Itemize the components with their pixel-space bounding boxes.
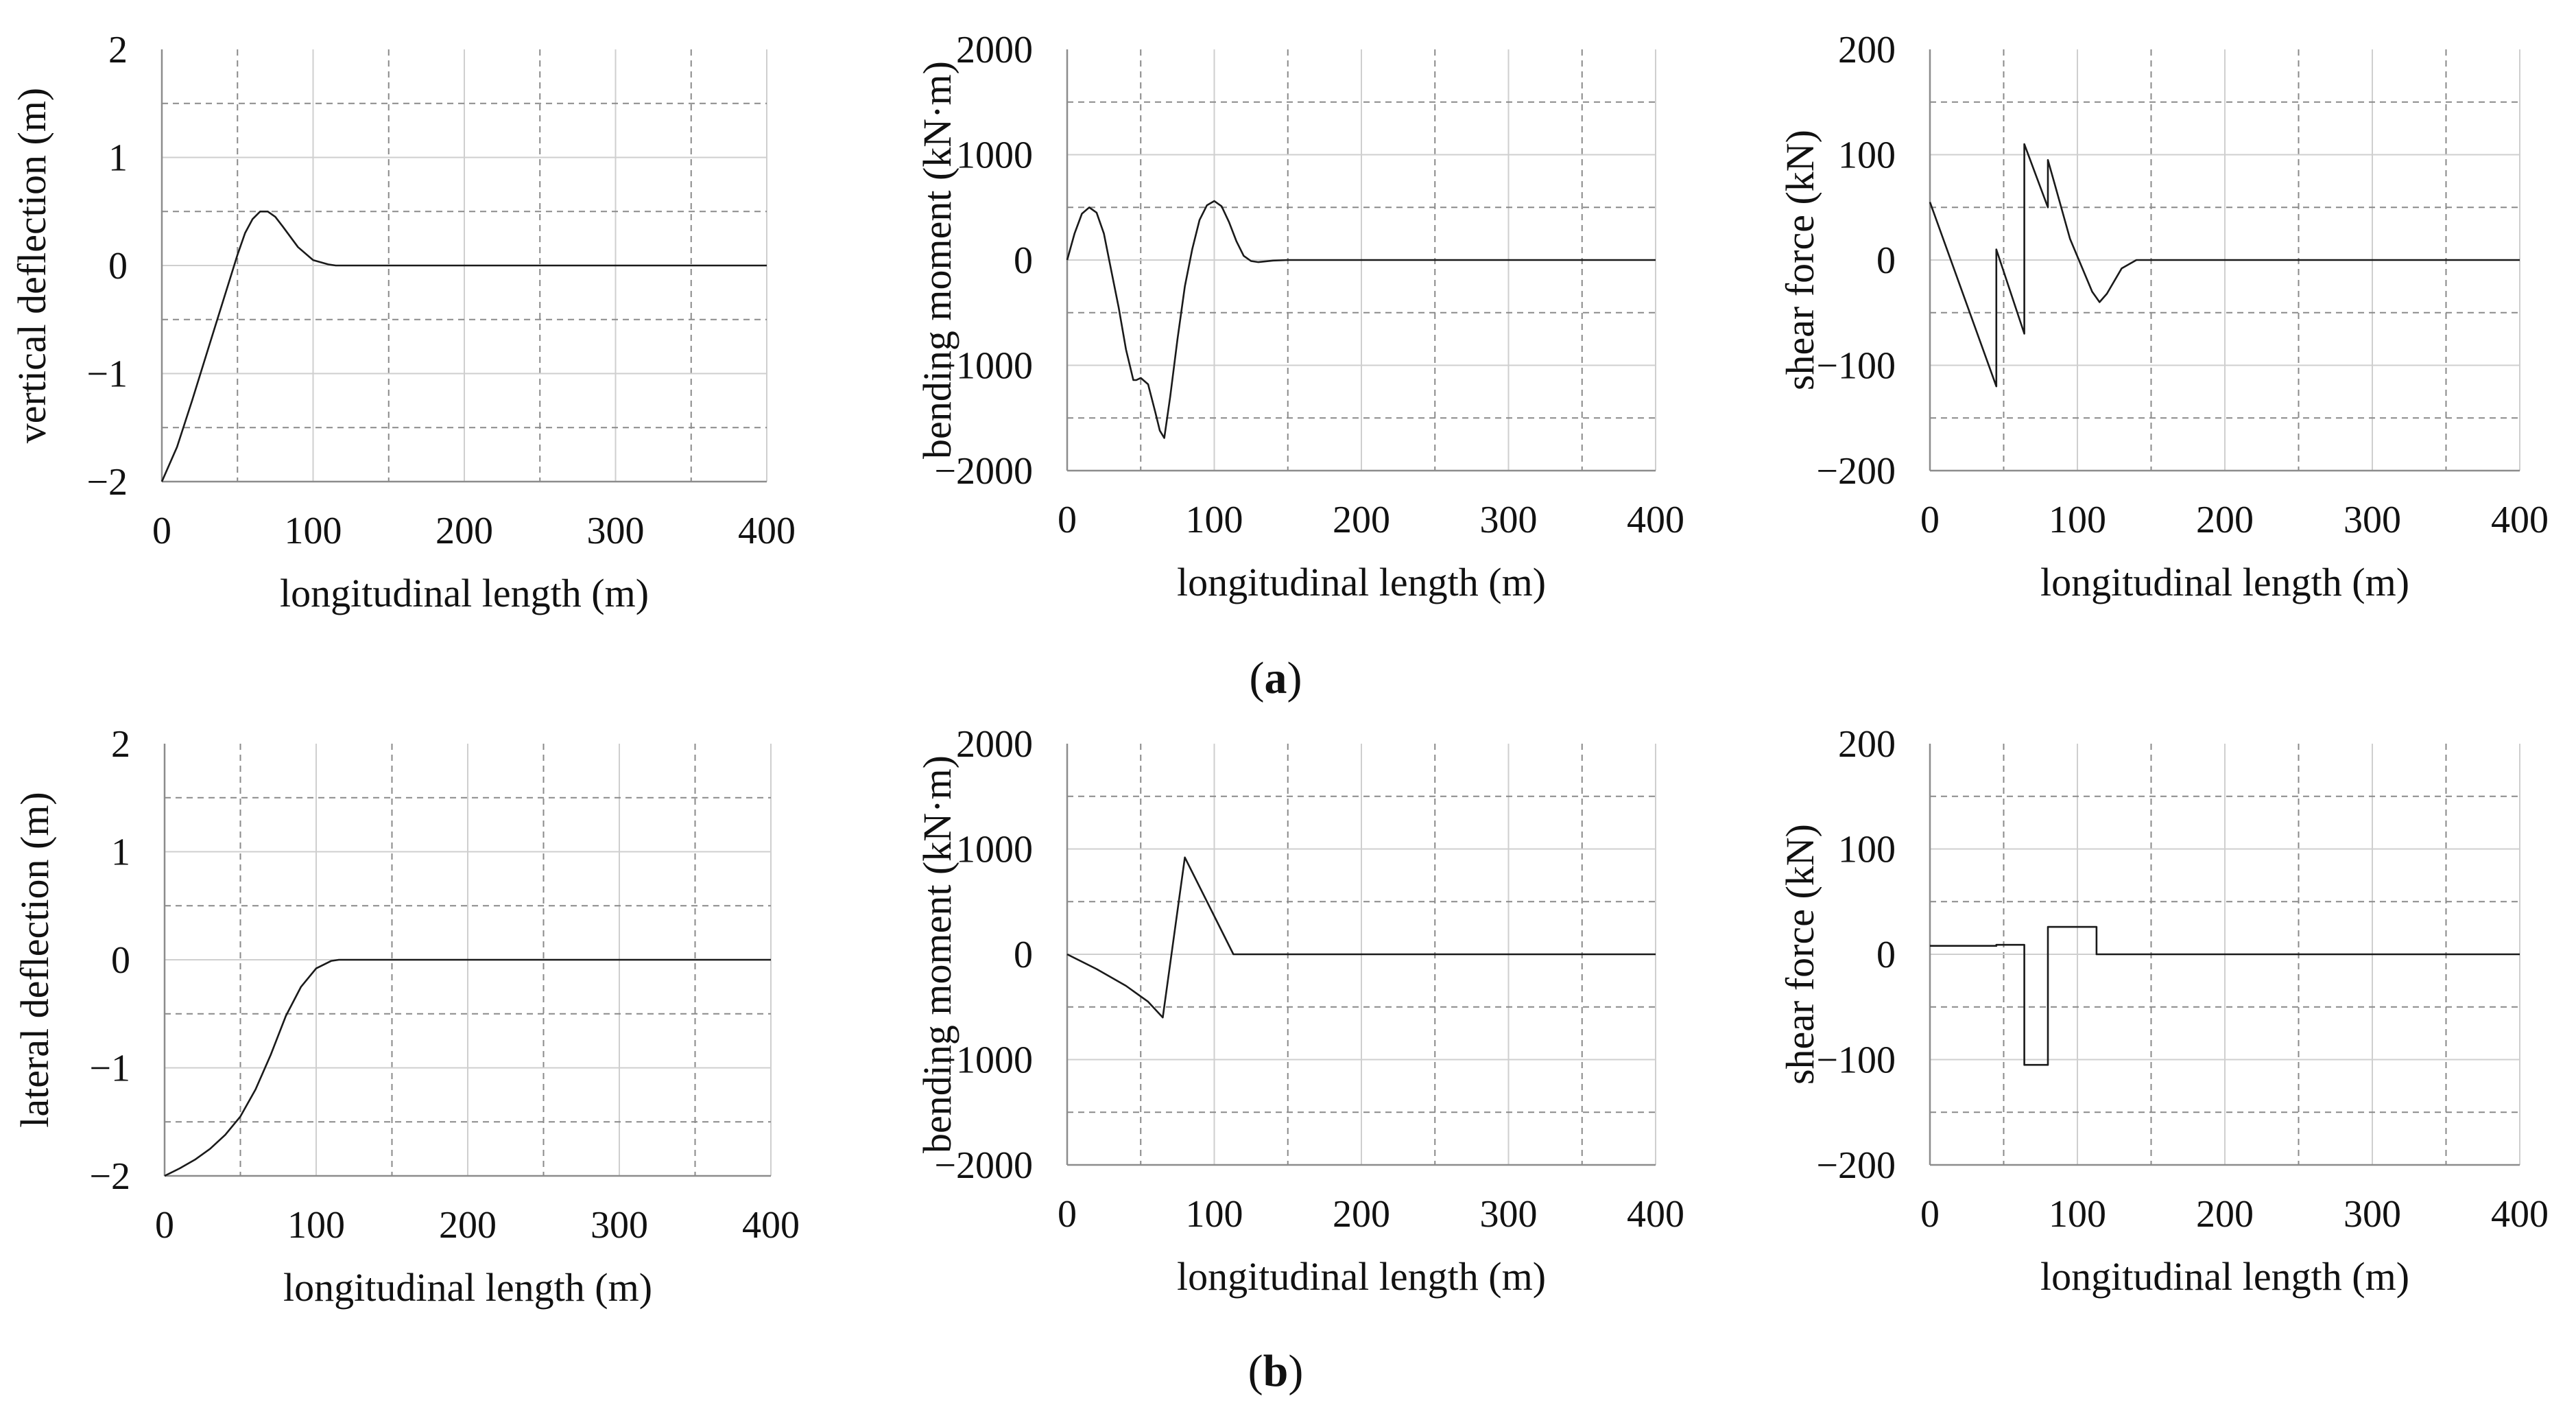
y-tick-label: 1000: [956, 829, 1033, 871]
y-tick-label: −2: [89, 1155, 130, 1198]
x-tick-label: 200: [2196, 499, 2254, 541]
x-tick-label: 0: [155, 1204, 174, 1247]
y-tick-label: −1: [86, 353, 128, 396]
y-tick-label: −2000: [934, 1144, 1033, 1187]
y-tick-label: −1000: [934, 1039, 1033, 1082]
y-tick-label: 1: [108, 137, 128, 180]
x-tick-label: 100: [287, 1204, 345, 1247]
y-axis-label: bending moment (kN·m): [915, 755, 959, 1153]
x-tick-label: 200: [436, 510, 493, 552]
x-tick-label: 100: [2049, 1193, 2106, 1236]
caption-b: (b): [1248, 1346, 1304, 1396]
y-tick-label: 0: [1014, 934, 1033, 976]
y-tick-label: −100: [1816, 345, 1896, 388]
y-tick-label: −200: [1816, 1144, 1896, 1187]
x-tick-label: 0: [152, 510, 171, 552]
y-tick-label: 0: [1014, 239, 1033, 282]
x-tick-label: 300: [2344, 499, 2401, 541]
x-tick-label: 400: [1627, 1193, 1684, 1236]
x-tick-label: 400: [742, 1204, 800, 1247]
y-tick-label: 0: [108, 245, 128, 287]
y-tick-label: 0: [1876, 239, 1896, 282]
x-axis-label: longitudinal length (m): [1177, 1254, 1546, 1299]
y-tick-label: 2000: [956, 723, 1033, 766]
y-tick-label: −2000: [934, 450, 1033, 493]
chart-panel-6: 0 100 200 300 400 −200 −100 0 100 200 longitudinal…: [1778, 723, 2549, 1299]
y-tick-label: 0: [1876, 934, 1896, 976]
series-line: [160, 210, 767, 482]
x-tick-label: 300: [1480, 499, 1538, 541]
x-tick-label: 300: [587, 510, 645, 552]
x-tick-label: 200: [1333, 1193, 1390, 1236]
x-tick-label: 0: [1920, 1193, 1940, 1236]
chart-panel-5: 0 100 200 300 400 −2000 −1000 0 1000 2000 longitud…: [915, 723, 1684, 1299]
y-tick-label: 2000: [956, 29, 1033, 71]
y-axis-label: shear force (kN): [1778, 824, 1822, 1085]
x-tick-label: 0: [1058, 499, 1077, 541]
y-axis-label: vertical deflection (m): [10, 88, 54, 444]
y-tick-label: −100: [1816, 1039, 1896, 1082]
x-tick-label: 300: [591, 1204, 648, 1247]
y-tick-label: −200: [1816, 450, 1896, 493]
y-tick-label: −2: [86, 461, 128, 504]
y-axis-label: shear force (kN): [1778, 130, 1822, 390]
chart-panel-2: 0 100 200 300 400 −2000 −1000 0 1000 2000 longitud…: [915, 29, 1684, 604]
x-tick-label: 400: [1627, 499, 1684, 541]
x-tick-label: 0: [1058, 1193, 1077, 1236]
chart-panel-4: 0 100 200 300 400 −2 −1 0 1 2 longitudinal length …: [12, 723, 800, 1310]
chart-panel-3: 0 100 200 300 400 −200 −100 0 100 200 longitudinal…: [1778, 29, 2549, 604]
y-tick-label: 1: [111, 831, 130, 874]
chart-panel-1: 0 100 200 300 400 −2 −1 0 1 2 longitudinal length …: [10, 29, 796, 615]
x-tick-label: 400: [2491, 499, 2549, 541]
x-axis-label: longitudinal length (m): [1177, 560, 1546, 604]
series-line: [1930, 925, 2520, 1066]
y-tick-label: −1000: [934, 345, 1033, 388]
y-tick-label: 100: [1838, 134, 1896, 177]
x-tick-label: 400: [738, 510, 796, 552]
x-tick-label: 100: [1186, 1193, 1243, 1236]
x-tick-label: 400: [2491, 1193, 2549, 1236]
y-tick-label: 2: [108, 29, 128, 71]
x-tick-label: 100: [1186, 499, 1243, 541]
series-line: [1929, 143, 2520, 388]
y-tick-label: 100: [1838, 829, 1896, 871]
y-tick-label: 200: [1838, 723, 1896, 766]
x-axis-label: longitudinal length (m): [283, 1265, 652, 1310]
y-axis-label: bending moment (kN·m): [915, 61, 959, 459]
y-tick-label: 2: [111, 723, 130, 766]
y-tick-label: 0: [111, 939, 130, 982]
caption-a: (a): [1250, 653, 1302, 703]
x-axis-label: longitudinal length (m): [2040, 560, 2409, 604]
x-axis-label: longitudinal length (m): [280, 571, 649, 615]
x-tick-label: 200: [2196, 1193, 2254, 1236]
y-tick-label: 1000: [956, 134, 1033, 177]
x-tick-label: 300: [2344, 1193, 2401, 1236]
x-tick-label: 100: [2049, 499, 2106, 541]
x-tick-label: 100: [285, 510, 342, 552]
series-line: [1066, 856, 1656, 1019]
x-tick-label: 200: [439, 1204, 497, 1247]
x-tick-label: 0: [1920, 499, 1940, 541]
series-line: [1066, 200, 1656, 439]
x-axis-label: longitudinal length (m): [2040, 1254, 2409, 1299]
x-tick-label: 300: [1480, 1193, 1538, 1236]
x-tick-label: 200: [1333, 499, 1390, 541]
series-line: [164, 958, 771, 1177]
y-axis-label: lateral deflection (m): [12, 792, 57, 1128]
y-tick-label: 200: [1838, 29, 1896, 71]
y-tick-label: −1: [89, 1048, 130, 1090]
